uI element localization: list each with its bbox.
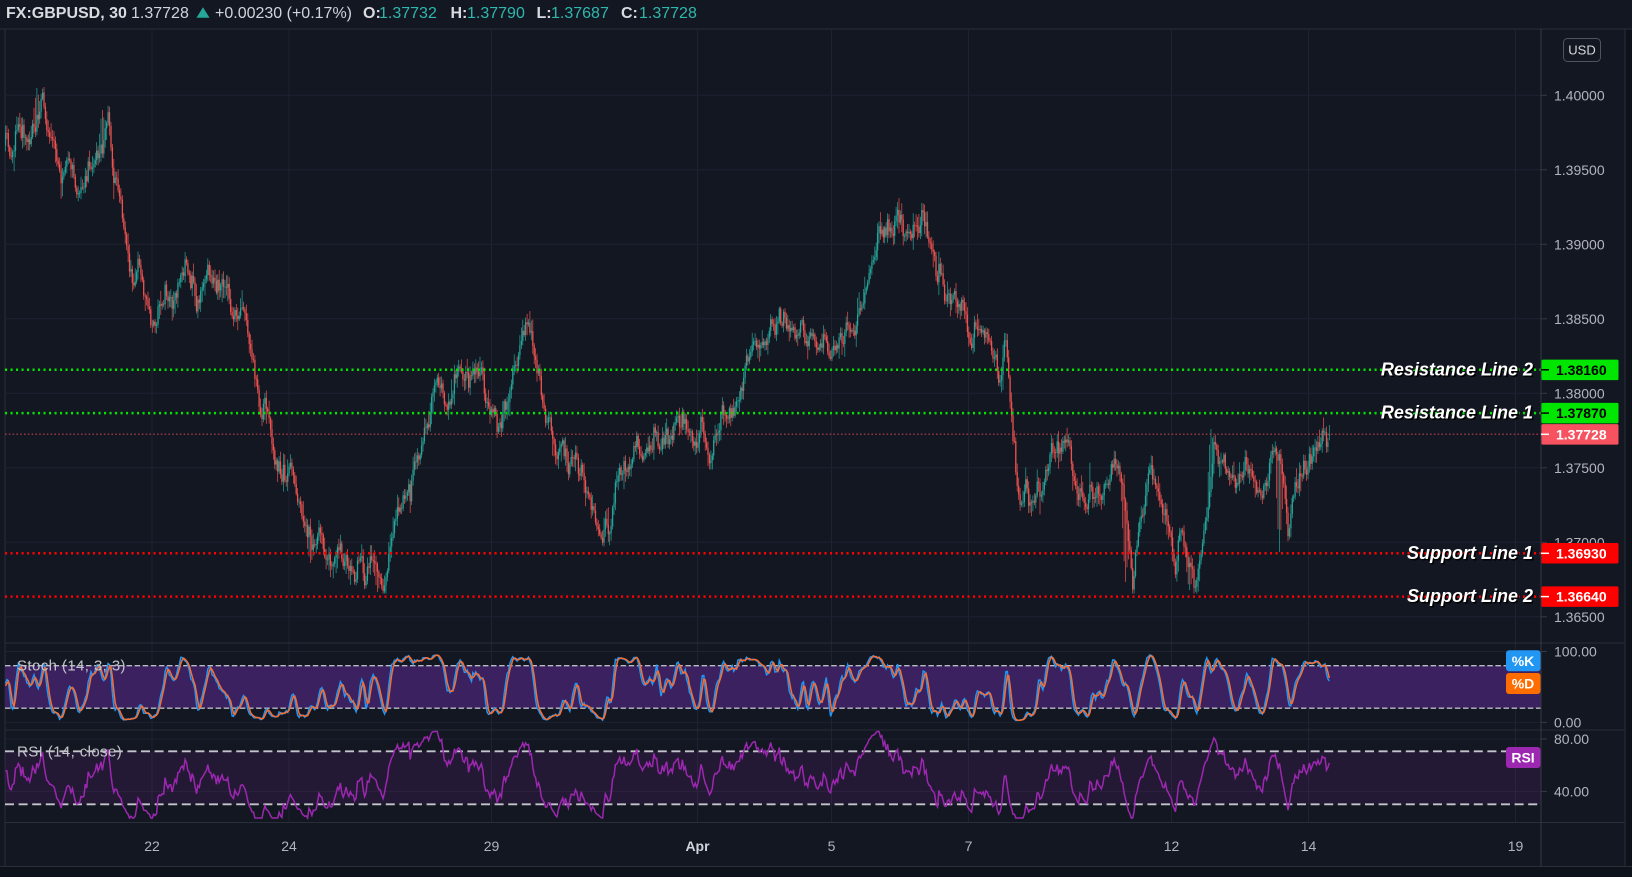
svg-text:1.38000: 1.38000 [1554, 385, 1605, 401]
svg-text:100.00: 100.00 [1554, 644, 1597, 660]
svg-text:29: 29 [484, 838, 500, 854]
svg-text:1.39000: 1.39000 [1554, 236, 1605, 252]
svg-text:RSI (14, close): RSI (14, close) [17, 744, 122, 761]
svg-text:%D: %D [1512, 676, 1535, 692]
svg-text:FX:GBPUSD, 30: FX:GBPUSD, 30 [6, 5, 127, 22]
svg-text:1.37790: 1.37790 [467, 5, 525, 22]
svg-text:22: 22 [144, 838, 160, 854]
svg-text:+0.00230 (+0.17%): +0.00230 (+0.17%) [215, 5, 352, 22]
svg-text:RSI: RSI [1511, 750, 1534, 766]
svg-text:%K: %K [1512, 653, 1535, 669]
svg-text:80.00: 80.00 [1554, 731, 1589, 747]
svg-text:Resistance Line 1: Resistance Line 1 [1381, 403, 1533, 423]
svg-text:1.37732: 1.37732 [379, 5, 437, 22]
svg-text:5: 5 [828, 838, 836, 854]
svg-text:7: 7 [965, 838, 973, 854]
svg-text:1.37728: 1.37728 [131, 5, 189, 22]
svg-text:1.38160: 1.38160 [1556, 362, 1607, 378]
svg-text:Support Line 2: Support Line 2 [1407, 586, 1533, 606]
svg-text:40.00: 40.00 [1554, 783, 1589, 799]
svg-text:C:: C: [621, 5, 638, 22]
svg-text:USD: USD [1568, 43, 1595, 58]
svg-text:Apr: Apr [685, 838, 710, 854]
svg-text:L:: L: [537, 5, 552, 22]
svg-text:1.36930: 1.36930 [1556, 545, 1607, 561]
svg-text:1.37728: 1.37728 [639, 5, 697, 22]
svg-text:24: 24 [281, 838, 297, 854]
svg-text:1.40000: 1.40000 [1554, 87, 1605, 103]
svg-text:1.37870: 1.37870 [1556, 405, 1607, 421]
svg-text:1.36500: 1.36500 [1554, 609, 1605, 625]
svg-text:1.37687: 1.37687 [551, 5, 609, 22]
svg-text:Stoch (14, 3, 3): Stoch (14, 3, 3) [17, 658, 126, 675]
svg-text:1.38500: 1.38500 [1554, 311, 1605, 327]
svg-text:1.37728: 1.37728 [1556, 426, 1607, 442]
svg-text:Resistance Line 2: Resistance Line 2 [1381, 359, 1533, 379]
svg-text:O:: O: [363, 5, 381, 22]
svg-text:Support Line 1: Support Line 1 [1407, 543, 1533, 563]
svg-text:0.00: 0.00 [1554, 714, 1581, 730]
svg-text:1.37500: 1.37500 [1554, 460, 1605, 476]
svg-text:H:: H: [451, 5, 468, 22]
svg-text:14: 14 [1301, 838, 1317, 854]
svg-text:19: 19 [1508, 838, 1524, 854]
svg-text:1.39500: 1.39500 [1554, 162, 1605, 178]
svg-text:1.36640: 1.36640 [1556, 589, 1607, 605]
svg-text:12: 12 [1164, 838, 1180, 854]
